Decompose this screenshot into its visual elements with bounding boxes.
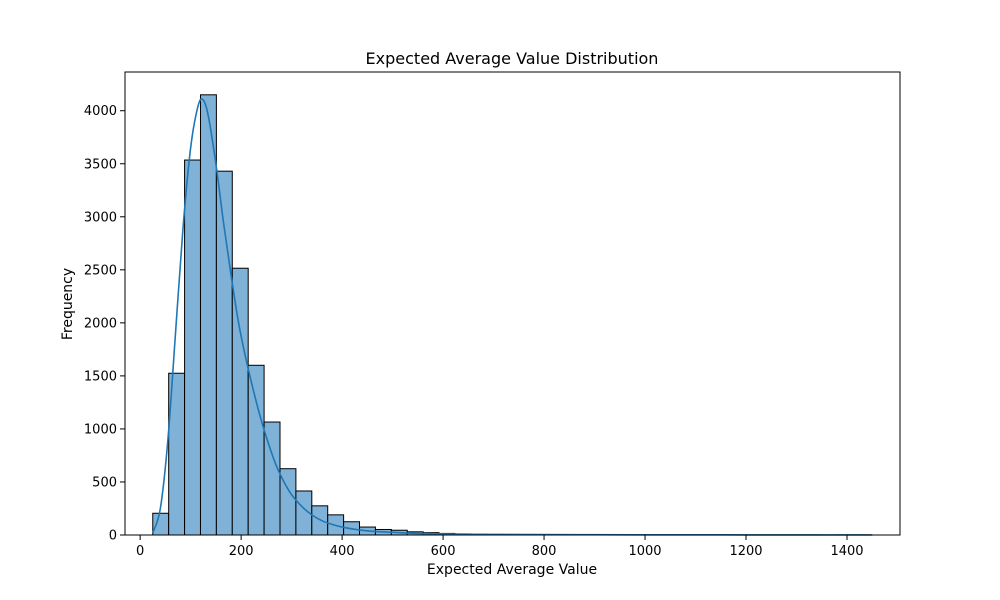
y-axis-label: Frequency xyxy=(60,268,76,340)
x-tick-label: 1200 xyxy=(729,544,762,559)
plot-frame xyxy=(124,71,901,536)
histogram-bar xyxy=(199,94,217,536)
x-axis-label: Expected Average Value xyxy=(427,562,597,578)
y-axis: 0 500 1000 1500 2000 2500 3000 3500 4000 xyxy=(84,104,125,544)
y-tick-label: 3000 xyxy=(84,210,117,225)
histogram-bar xyxy=(231,267,249,536)
x-tick-label: 1000 xyxy=(628,544,661,559)
histogram-bar xyxy=(152,512,170,536)
chart-title: Expected Average Value Distribution xyxy=(366,49,659,68)
x-tick-label: 400 xyxy=(330,544,355,559)
y-tick-label: 1500 xyxy=(84,369,117,384)
y-tick-label: 0 xyxy=(109,529,117,544)
y-tick-label: 1000 xyxy=(84,422,117,437)
y-tick-label: 2500 xyxy=(84,263,117,278)
y-tick-label: 3500 xyxy=(84,157,117,172)
x-tick-label: 800 xyxy=(532,544,557,559)
x-tick-label: 1400 xyxy=(830,544,863,559)
x-axis: 0 200 400 600 800 1000 1200 1400 xyxy=(136,535,864,559)
y-tick-label: 4000 xyxy=(84,104,117,119)
x-tick-label: 600 xyxy=(431,544,456,559)
histogram-bar xyxy=(184,159,201,536)
y-tick-label: 2000 xyxy=(84,316,117,331)
bars-group xyxy=(152,94,869,536)
x-tick-label: 200 xyxy=(229,544,254,559)
histogram-bar xyxy=(247,364,265,536)
y-tick-label: 500 xyxy=(92,475,117,490)
x-tick-label: 0 xyxy=(136,544,144,559)
